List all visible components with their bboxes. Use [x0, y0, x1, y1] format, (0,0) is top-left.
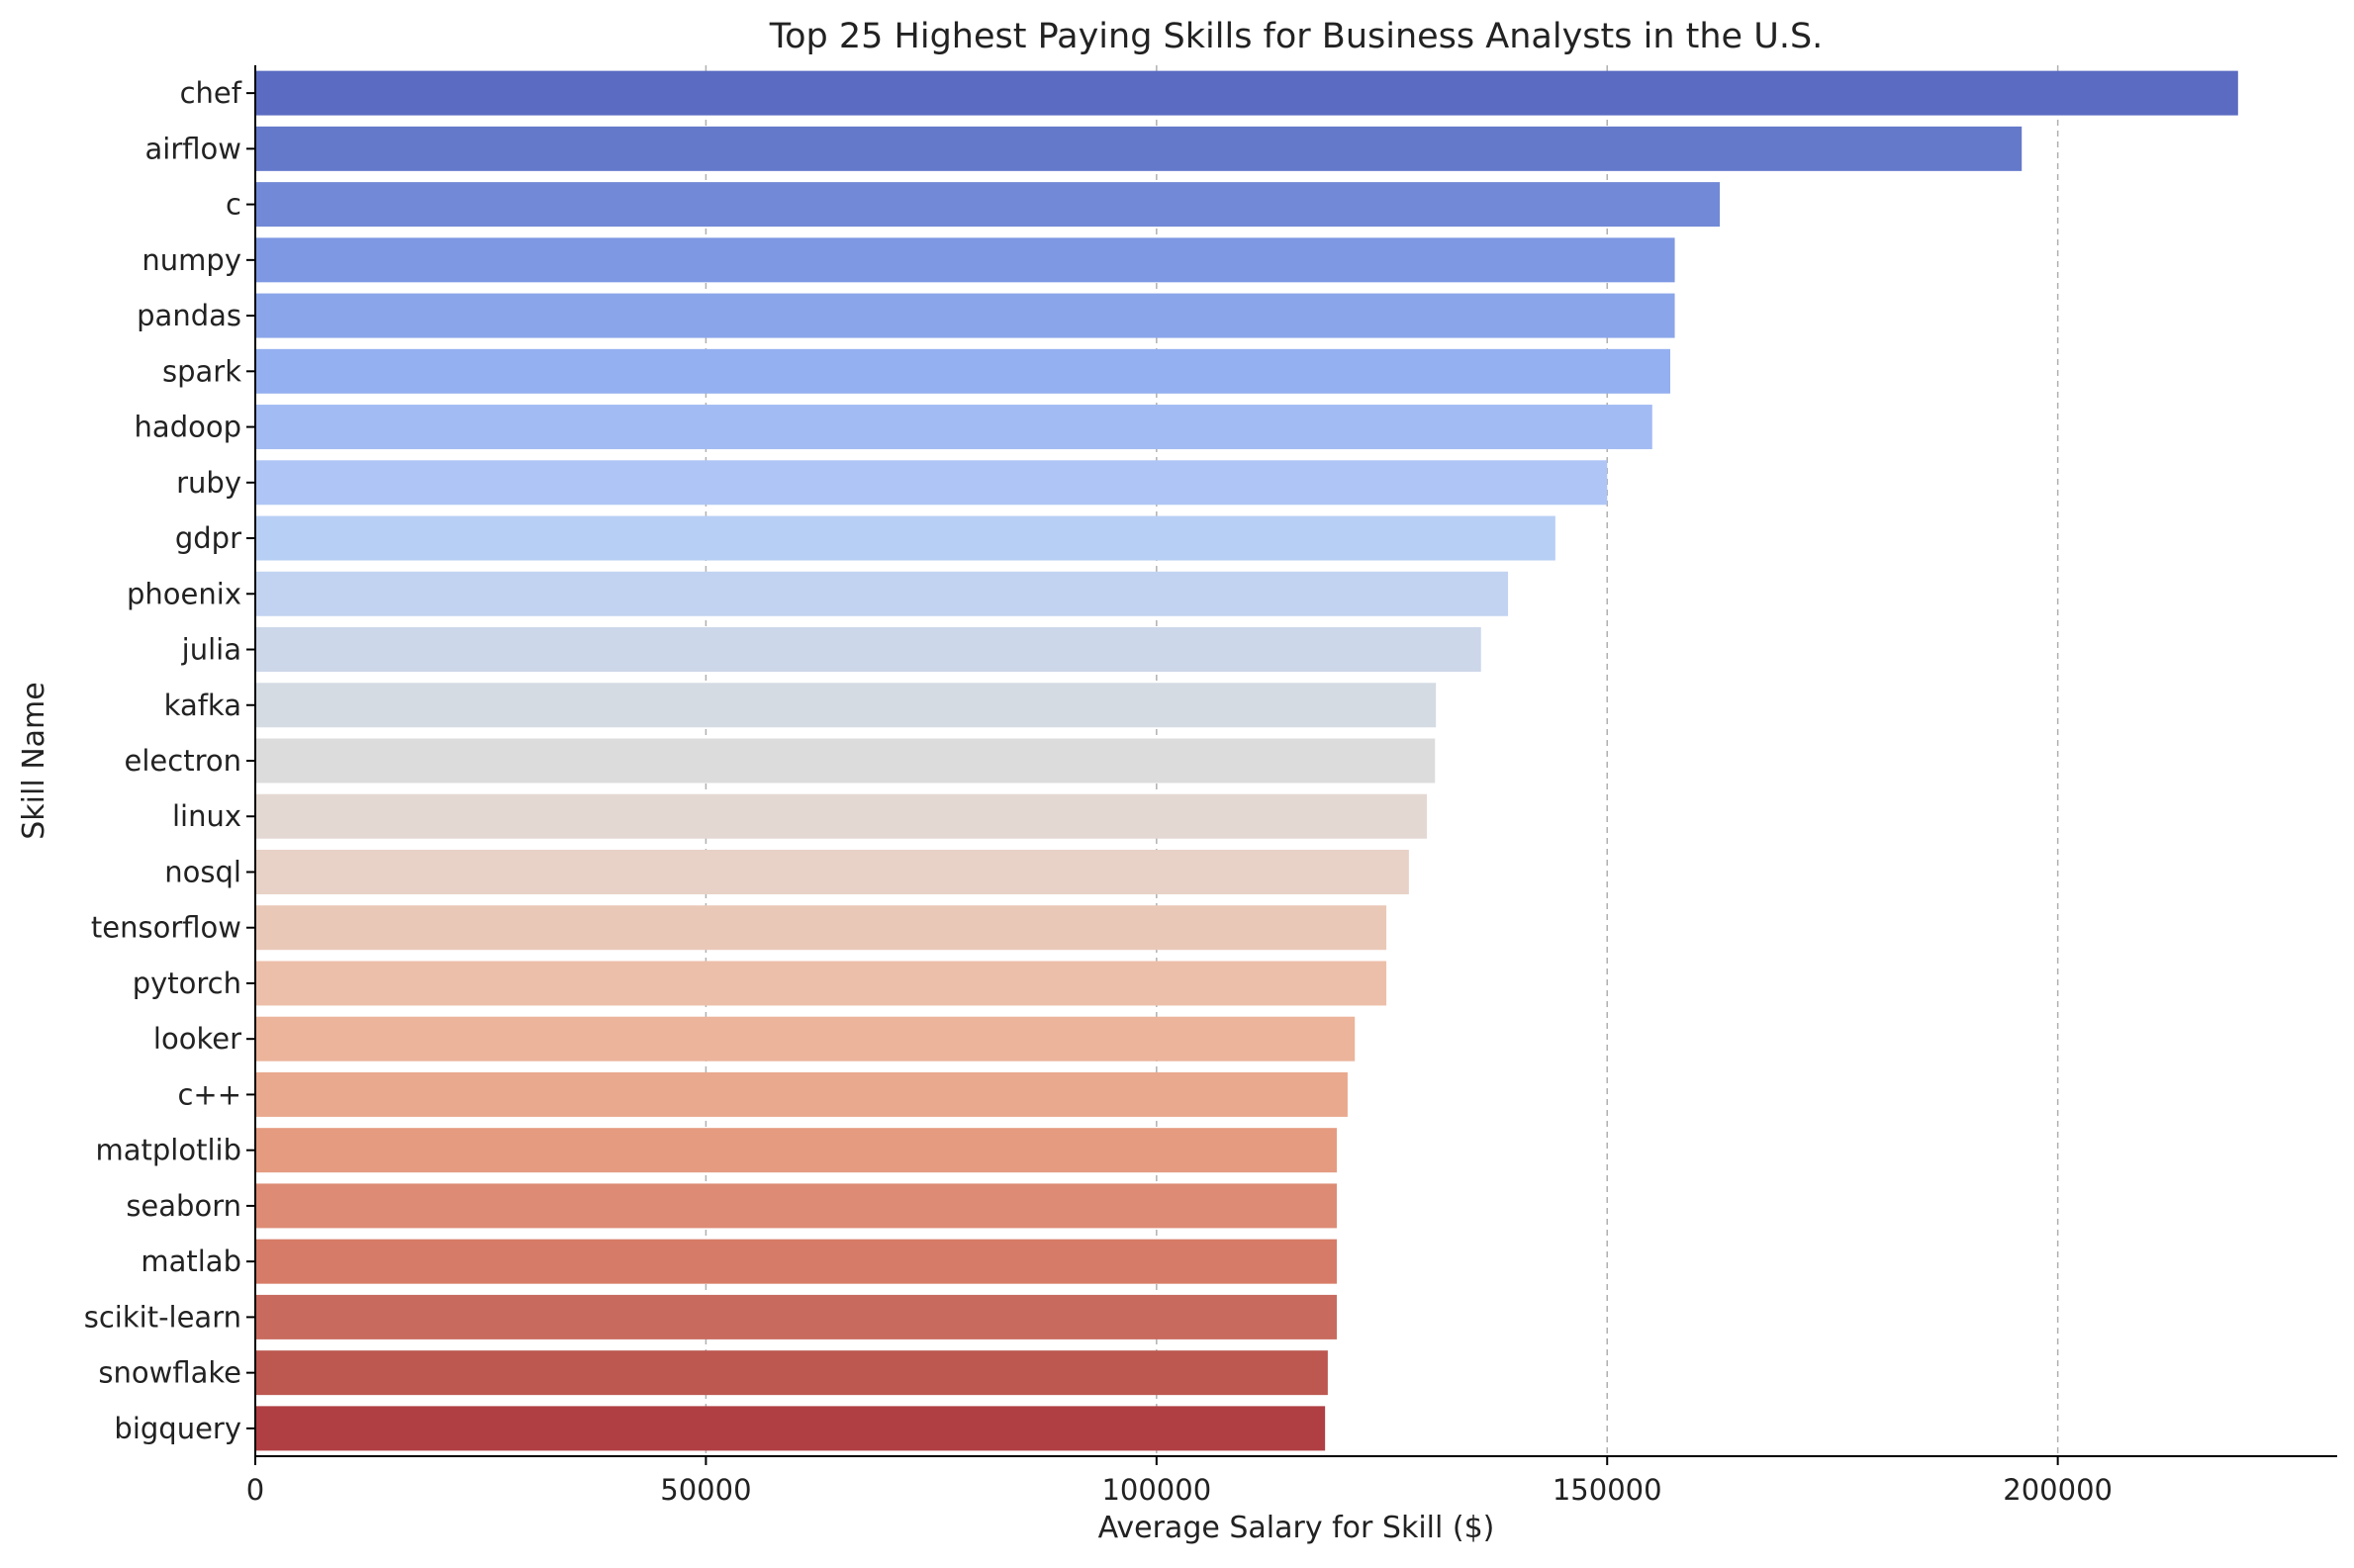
bar-linux	[255, 793, 1428, 839]
bar-matplotlib	[255, 1128, 1337, 1173]
y-tick-label: electron	[125, 744, 241, 778]
y-tick-label: pytorch	[133, 967, 241, 1000]
bar-matlab	[255, 1239, 1337, 1284]
x-tick-label: 150000	[1553, 1473, 1662, 1507]
x-ticks: 0 50000 100000 150000 200000	[246, 1456, 2113, 1507]
bar-julia	[255, 627, 1481, 673]
y-tick-label: tensorflow	[91, 911, 241, 945]
x-axis-label: Average Salary for Skill ($)	[1098, 1511, 1495, 1545]
bar-pytorch	[255, 961, 1387, 1006]
bar-scikit-learn	[255, 1294, 1337, 1339]
y-tick-label: scikit-learn	[84, 1300, 241, 1334]
bar-tensorflow	[255, 905, 1387, 951]
y-tick-label: matlab	[141, 1245, 241, 1278]
y-tick-label: c++	[177, 1077, 241, 1111]
y-tick-label: nosql	[164, 855, 241, 888]
y-axis-label: Skill Name	[17, 682, 51, 839]
bar-c++	[255, 1071, 1348, 1117]
bar-gdpr	[255, 515, 1555, 561]
y-tick-label: airflow	[145, 132, 241, 165]
y-tick-label: numpy	[141, 243, 241, 277]
bar-phoenix	[255, 571, 1509, 616]
bars	[255, 70, 2238, 1451]
y-tick-label: linux	[172, 799, 241, 833]
bar-ruby	[255, 460, 1608, 506]
bar-electron	[255, 738, 1436, 784]
bar-snowflake	[255, 1350, 1328, 1396]
y-tick-label: spark	[162, 354, 241, 388]
bar-looker	[255, 1016, 1356, 1061]
bar-airflow	[255, 126, 2023, 171]
y-tick-label: matplotlib	[96, 1134, 242, 1167]
x-tick-label: 0	[246, 1473, 264, 1507]
y-tick-label: gdpr	[175, 521, 241, 555]
y-tick-label: julia	[181, 633, 241, 667]
x-tick-label: 100000	[1101, 1473, 1211, 1507]
bar-seaborn	[255, 1183, 1337, 1229]
bar-c	[255, 182, 1721, 228]
bar-nosql	[255, 849, 1409, 894]
y-tick-label: snowflake	[98, 1356, 241, 1390]
y-tick-label: chef	[180, 76, 242, 110]
y-tick-label: seaborn	[126, 1189, 241, 1223]
x-tick-label: 200000	[2003, 1473, 2113, 1507]
y-ticks: chef airflow c numpy pandas spark hadoop ruby gd…	[84, 76, 255, 1445]
y-tick-label: kafka	[164, 689, 241, 722]
bar-spark	[255, 348, 1670, 394]
y-tick-label: c	[226, 188, 241, 222]
bar-bigquery	[255, 1406, 1326, 1451]
bar-kafka	[255, 683, 1437, 728]
bar-pandas	[255, 293, 1675, 338]
x-tick-label: 50000	[660, 1473, 751, 1507]
bar-hadoop	[255, 405, 1652, 450]
y-tick-label: looker	[153, 1022, 241, 1056]
chart-title: Top 25 Highest Paying Skills for Busines…	[769, 17, 1824, 56]
bar-chef	[255, 70, 2238, 116]
y-tick-label: hadoop	[135, 411, 241, 444]
y-tick-label: phoenix	[127, 577, 241, 610]
y-tick-label: pandas	[137, 299, 241, 332]
y-tick-label: ruby	[176, 466, 241, 500]
y-tick-label: bigquery	[114, 1412, 241, 1445]
bar-numpy	[255, 237, 1675, 283]
